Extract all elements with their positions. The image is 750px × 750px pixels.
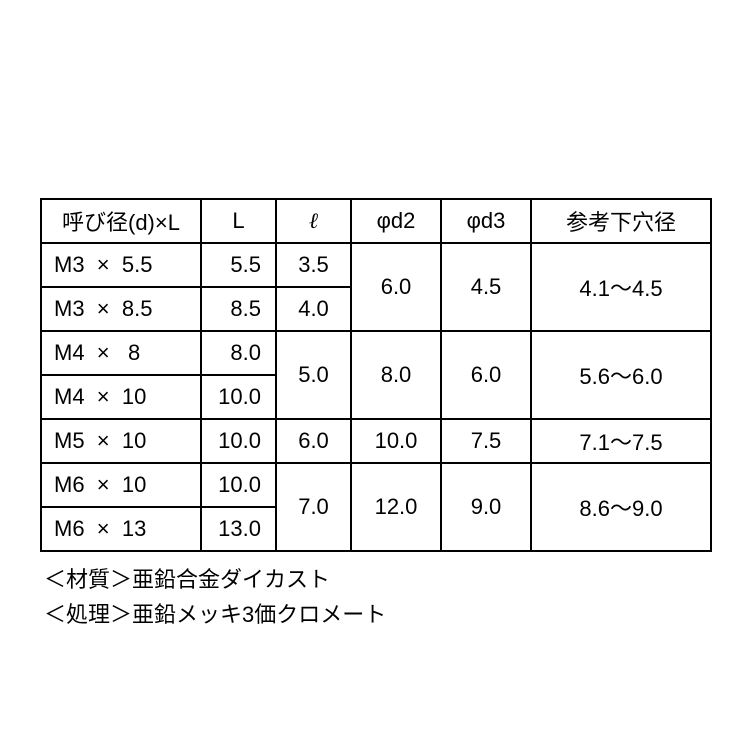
table-row: M6 × 10 10.0 7.0 12.0 9.0 8.6～9.0 (41, 463, 711, 507)
table-header-row: 呼び径(d)×L L ℓ φd2 φd3 参考下穴径 (41, 199, 711, 243)
cell-name: M4 × 8 (41, 331, 201, 375)
cell-d3: 9.0 (441, 463, 531, 551)
note-material: ＜材質＞亜鉛合金ダイカスト (44, 562, 712, 597)
col-header-d3: φd3 (441, 199, 531, 243)
note-treatment: ＜処理＞亜鉛メッキ3価クロメート (44, 597, 712, 632)
spec-table: 呼び径(d)×L L ℓ φd2 φd3 参考下穴径 M3 × 5.5 5.5 … (40, 198, 712, 552)
cell-d2: 12.0 (351, 463, 441, 551)
cell-l: 5.0 (276, 331, 351, 419)
col-header-pilot: 参考下穴径 (531, 199, 711, 243)
table-row: M4 × 8 8.0 5.0 8.0 6.0 5.6～6.0 (41, 331, 711, 375)
cell-l: 4.0 (276, 287, 351, 331)
content-wrapper: 呼び径(d)×L L ℓ φd2 φd3 参考下穴径 M3 × 5.5 5.5 … (40, 198, 712, 632)
cell-l: 6.0 (276, 419, 351, 463)
cell-name: M3 × 5.5 (41, 243, 201, 287)
cell-name: M5 × 10 (41, 419, 201, 463)
cell-d2: 8.0 (351, 331, 441, 419)
cell-name: M6 × 10 (41, 463, 201, 507)
cell-pilot: 8.6～9.0 (531, 463, 711, 551)
table-row: M5 × 10 10.0 6.0 10.0 7.5 7.1～7.5 (41, 419, 711, 463)
cell-L: 10.0 (201, 419, 276, 463)
notes-block: ＜材質＞亜鉛合金ダイカスト ＜処理＞亜鉛メッキ3価クロメート (40, 562, 712, 632)
cell-L: 8.0 (201, 331, 276, 375)
cell-l: 3.5 (276, 243, 351, 287)
cell-pilot: 4.1～4.5 (531, 243, 711, 331)
cell-L: 10.0 (201, 375, 276, 419)
cell-name: M3 × 8.5 (41, 287, 201, 331)
cell-d3: 4.5 (441, 243, 531, 331)
col-header-name: 呼び径(d)×L (41, 199, 201, 243)
cell-L: 8.5 (201, 287, 276, 331)
cell-name: M4 × 10 (41, 375, 201, 419)
cell-L: 13.0 (201, 507, 276, 551)
cell-d3: 6.0 (441, 331, 531, 419)
cell-L: 5.5 (201, 243, 276, 287)
table-row: M3 × 5.5 5.5 3.5 6.0 4.5 4.1～4.5 (41, 243, 711, 287)
cell-d2: 6.0 (351, 243, 441, 331)
cell-l: 7.0 (276, 463, 351, 551)
cell-L: 10.0 (201, 463, 276, 507)
col-header-l: ℓ (276, 199, 351, 243)
cell-name: M6 × 13 (41, 507, 201, 551)
cell-d2: 10.0 (351, 419, 441, 463)
cell-pilot: 5.6～6.0 (531, 331, 711, 419)
col-header-d2: φd2 (351, 199, 441, 243)
cell-pilot: 7.1～7.5 (531, 419, 711, 463)
col-header-L: L (201, 199, 276, 243)
cell-d3: 7.5 (441, 419, 531, 463)
